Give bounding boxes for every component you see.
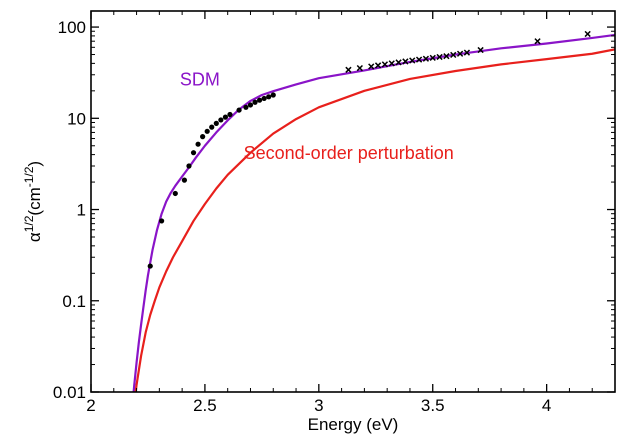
data-point-cross bbox=[429, 54, 436, 61]
cross-stroke bbox=[429, 54, 436, 61]
data-point-cross bbox=[409, 57, 416, 64]
data-point-cross bbox=[443, 53, 450, 60]
cross-stroke bbox=[415, 56, 423, 63]
x-tick-label: 2 bbox=[86, 396, 95, 415]
data-point-cross bbox=[402, 58, 409, 65]
y-label-unit-exponent: -1/2 bbox=[22, 166, 36, 187]
data-point bbox=[181, 177, 188, 183]
y-tick-label: 1 bbox=[77, 201, 86, 220]
annotation-second-order: Second-order perturbation bbox=[244, 143, 454, 163]
x-tick-label: 4 bbox=[542, 396, 551, 415]
cross-stroke bbox=[534, 38, 541, 45]
data-point bbox=[256, 97, 263, 103]
cross-stroke bbox=[456, 50, 464, 57]
data-point-cross bbox=[415, 56, 423, 63]
cross-stroke bbox=[402, 58, 409, 65]
data-point bbox=[159, 218, 165, 224]
data-point bbox=[204, 128, 210, 134]
data-point bbox=[236, 107, 242, 113]
cross-stroke bbox=[395, 59, 402, 66]
data-point bbox=[266, 94, 272, 100]
data-point bbox=[218, 117, 224, 123]
data-point-cross bbox=[436, 53, 443, 61]
data-point-cross bbox=[368, 63, 375, 70]
data-point-cross bbox=[374, 62, 382, 69]
data-point-cross bbox=[584, 30, 591, 38]
plot-series bbox=[132, 30, 615, 392]
data-point bbox=[247, 102, 254, 108]
cross-stroke bbox=[422, 55, 430, 62]
cross-stroke bbox=[477, 46, 484, 54]
cross-stroke bbox=[436, 53, 443, 61]
data-point bbox=[243, 104, 249, 110]
data-point bbox=[195, 141, 201, 147]
data-point bbox=[213, 120, 219, 126]
y-label-unit-close: ) bbox=[25, 161, 44, 167]
series-line-1 bbox=[134, 48, 615, 392]
data-point-cross bbox=[456, 50, 464, 57]
data-point-cross bbox=[381, 61, 389, 68]
data-point bbox=[209, 124, 215, 130]
y-label-exponent: 1/2 bbox=[22, 215, 36, 232]
data-point-cross bbox=[450, 51, 457, 59]
data-point bbox=[147, 263, 153, 269]
cross-stroke bbox=[345, 66, 352, 73]
axis-ticks bbox=[90, 11, 615, 393]
cross-stroke bbox=[381, 61, 389, 68]
data-point-cross bbox=[422, 55, 430, 62]
y-tick-label: 100 bbox=[58, 18, 86, 37]
y-label-unit: (cm bbox=[25, 187, 44, 215]
svg-text:α1/2(cm-1/2): α1/2(cm-1/2) bbox=[22, 161, 44, 242]
data-point bbox=[252, 99, 258, 105]
series-line-0 bbox=[132, 33, 615, 392]
cross-stroke bbox=[356, 64, 363, 72]
y-tick-label: 10 bbox=[67, 109, 86, 128]
data-point-cross bbox=[395, 59, 402, 66]
cross-stroke bbox=[584, 30, 591, 38]
data-point bbox=[261, 95, 267, 102]
cross-stroke bbox=[388, 60, 395, 67]
y-label-symbol: α bbox=[25, 232, 44, 242]
data-point-cross bbox=[477, 46, 484, 54]
data-point bbox=[172, 190, 178, 197]
x-axis-label: Energy (eV) bbox=[308, 415, 399, 434]
data-point-cross bbox=[345, 66, 352, 73]
x-tick-label: 3.5 bbox=[421, 396, 445, 415]
x-tick-label: 2.5 bbox=[193, 396, 217, 415]
cross-stroke bbox=[443, 53, 450, 60]
y-tick-label: 0.01 bbox=[53, 383, 86, 402]
cross-stroke bbox=[368, 63, 375, 70]
x-tick-label: 3 bbox=[314, 396, 323, 415]
cross-stroke bbox=[409, 57, 416, 64]
y-axis-label: α1/2(cm-1/2) bbox=[22, 161, 44, 242]
data-point bbox=[186, 163, 192, 169]
plot-frame bbox=[90, 10, 616, 393]
cross-stroke bbox=[374, 62, 382, 69]
data-point bbox=[190, 150, 197, 156]
data-point-cross bbox=[356, 64, 363, 72]
data-point-cross bbox=[388, 60, 395, 67]
data-point-cross bbox=[463, 49, 471, 56]
cross-stroke bbox=[450, 51, 457, 59]
cross-stroke bbox=[463, 49, 471, 56]
data-point bbox=[227, 111, 233, 118]
data-point bbox=[200, 134, 206, 140]
y-tick-label: 0.1 bbox=[62, 292, 86, 311]
annotation-sdm: SDM bbox=[180, 69, 220, 89]
data-point bbox=[222, 114, 229, 120]
data-point-cross bbox=[534, 38, 541, 45]
data-point bbox=[270, 92, 276, 98]
